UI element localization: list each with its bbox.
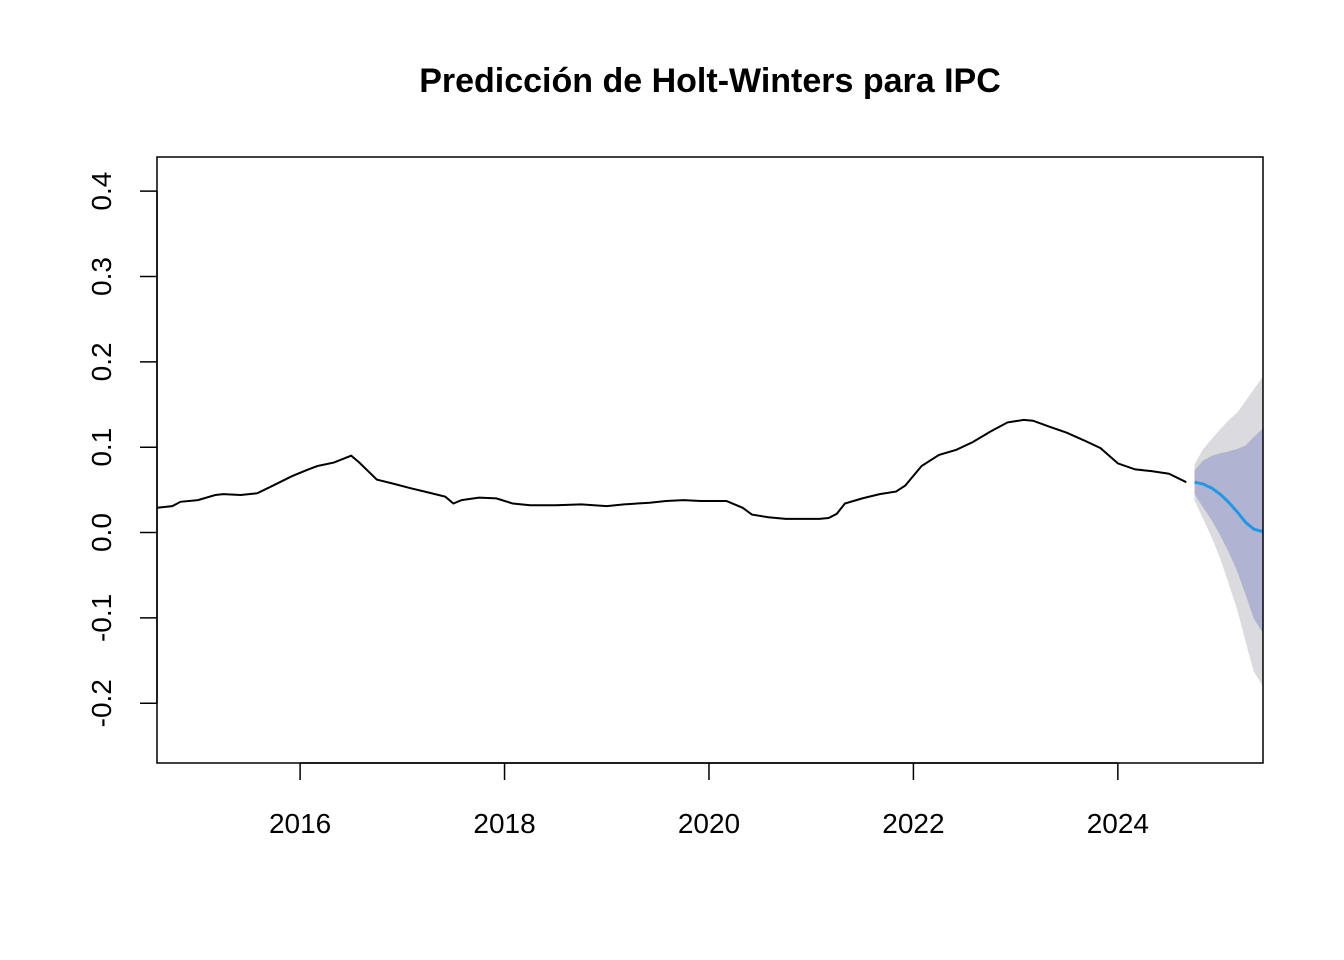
x-tick-label: 2024	[1087, 808, 1149, 839]
x-axis: 2016 2018 2020 2022 2024	[269, 762, 1149, 839]
x-tick-label: 2016	[269, 808, 331, 839]
prediction-interval-80-band	[1194, 428, 1263, 634]
y-tick-label: 0.3	[86, 257, 117, 296]
x-tick-label: 2020	[678, 808, 740, 839]
y-tick-label: 0.2	[86, 342, 117, 381]
forecast-series-line	[1194, 480, 1264, 534]
chart-title: Predicción de Holt-Winters para IPC	[419, 62, 1001, 100]
y-tick-label: 0.1	[86, 428, 117, 467]
y-tick-label: 0.0	[86, 513, 117, 552]
forecast-bands	[1194, 376, 1263, 687]
plot-frame	[156, 156, 1264, 764]
y-axis: -0.2 -0.1 0.0 0.1 0.2 0.3 0.4	[86, 172, 158, 727]
y-tick-label: -0.1	[86, 594, 117, 642]
observed-series-line	[156, 418, 1187, 520]
x-tick-label: 2022	[882, 808, 944, 839]
y-tick-label: 0.4	[86, 172, 117, 211]
x-tick-label: 2018	[473, 808, 535, 839]
y-tick-label: -0.2	[86, 679, 117, 727]
